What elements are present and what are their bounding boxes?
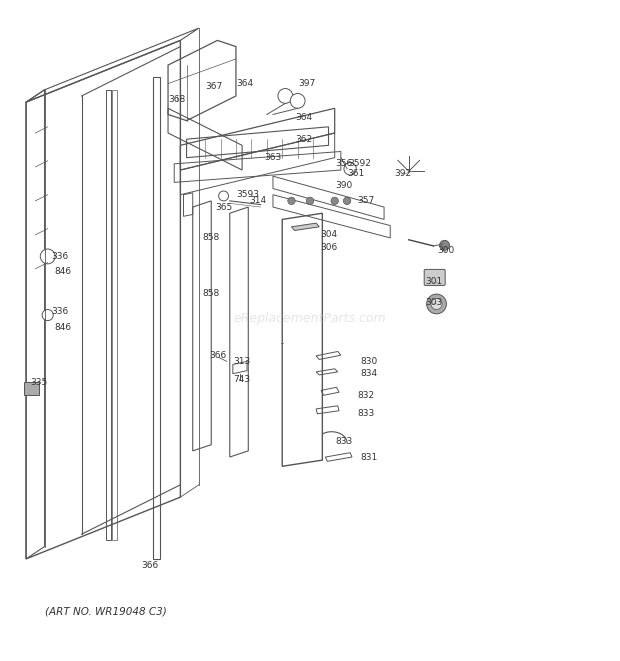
Polygon shape — [291, 223, 319, 231]
Text: 858: 858 — [203, 233, 220, 243]
Text: 833: 833 — [335, 437, 353, 446]
Text: 834: 834 — [360, 369, 377, 378]
Text: 830: 830 — [360, 357, 377, 366]
Text: 365: 365 — [215, 202, 232, 212]
Circle shape — [40, 249, 55, 264]
Text: 306: 306 — [320, 243, 337, 252]
Text: 368: 368 — [169, 95, 186, 104]
Circle shape — [42, 309, 53, 321]
Text: 831: 831 — [360, 453, 377, 461]
FancyBboxPatch shape — [424, 270, 445, 286]
Circle shape — [427, 294, 446, 314]
Text: 392: 392 — [394, 169, 411, 178]
Text: 357: 357 — [357, 196, 374, 206]
Circle shape — [431, 298, 442, 309]
Text: (ART NO. WR19048 C3): (ART NO. WR19048 C3) — [45, 606, 166, 616]
Circle shape — [278, 89, 293, 103]
Bar — [24, 382, 39, 395]
Text: 846: 846 — [55, 323, 72, 332]
Text: 366: 366 — [141, 561, 158, 570]
Text: 846: 846 — [55, 267, 72, 276]
Text: 366: 366 — [209, 351, 226, 360]
Text: 300: 300 — [437, 246, 454, 254]
Circle shape — [288, 197, 295, 205]
Circle shape — [219, 191, 229, 201]
Circle shape — [344, 163, 356, 175]
Text: 356: 356 — [335, 159, 353, 169]
Bar — [153, 77, 160, 559]
Text: 833: 833 — [357, 409, 374, 418]
Circle shape — [440, 241, 450, 251]
Text: 3593: 3593 — [237, 190, 260, 199]
Text: 367: 367 — [206, 82, 223, 91]
Text: 362: 362 — [295, 135, 312, 143]
Bar — [112, 90, 117, 540]
Text: 361: 361 — [348, 169, 365, 178]
Text: 364: 364 — [237, 79, 254, 88]
Text: 397: 397 — [298, 79, 316, 88]
Text: 336: 336 — [51, 307, 69, 317]
Text: 303: 303 — [425, 298, 442, 307]
Text: 314: 314 — [249, 196, 266, 206]
Circle shape — [331, 197, 339, 205]
Text: 313: 313 — [234, 357, 250, 366]
Text: 363: 363 — [264, 153, 281, 162]
Text: eReplacementParts.com: eReplacementParts.com — [234, 311, 386, 325]
Text: 301: 301 — [425, 276, 442, 286]
Circle shape — [290, 93, 305, 108]
Text: 858: 858 — [203, 289, 220, 298]
Text: 364: 364 — [295, 113, 312, 122]
Bar — [106, 90, 111, 540]
Text: 335: 335 — [30, 379, 47, 387]
Text: 304: 304 — [320, 230, 337, 239]
Text: 832: 832 — [357, 391, 374, 400]
Circle shape — [306, 197, 314, 205]
Text: 3592: 3592 — [348, 159, 371, 169]
Circle shape — [343, 197, 351, 205]
Text: 390: 390 — [335, 181, 353, 190]
Text: 743: 743 — [234, 375, 250, 385]
Text: 336: 336 — [51, 252, 69, 261]
